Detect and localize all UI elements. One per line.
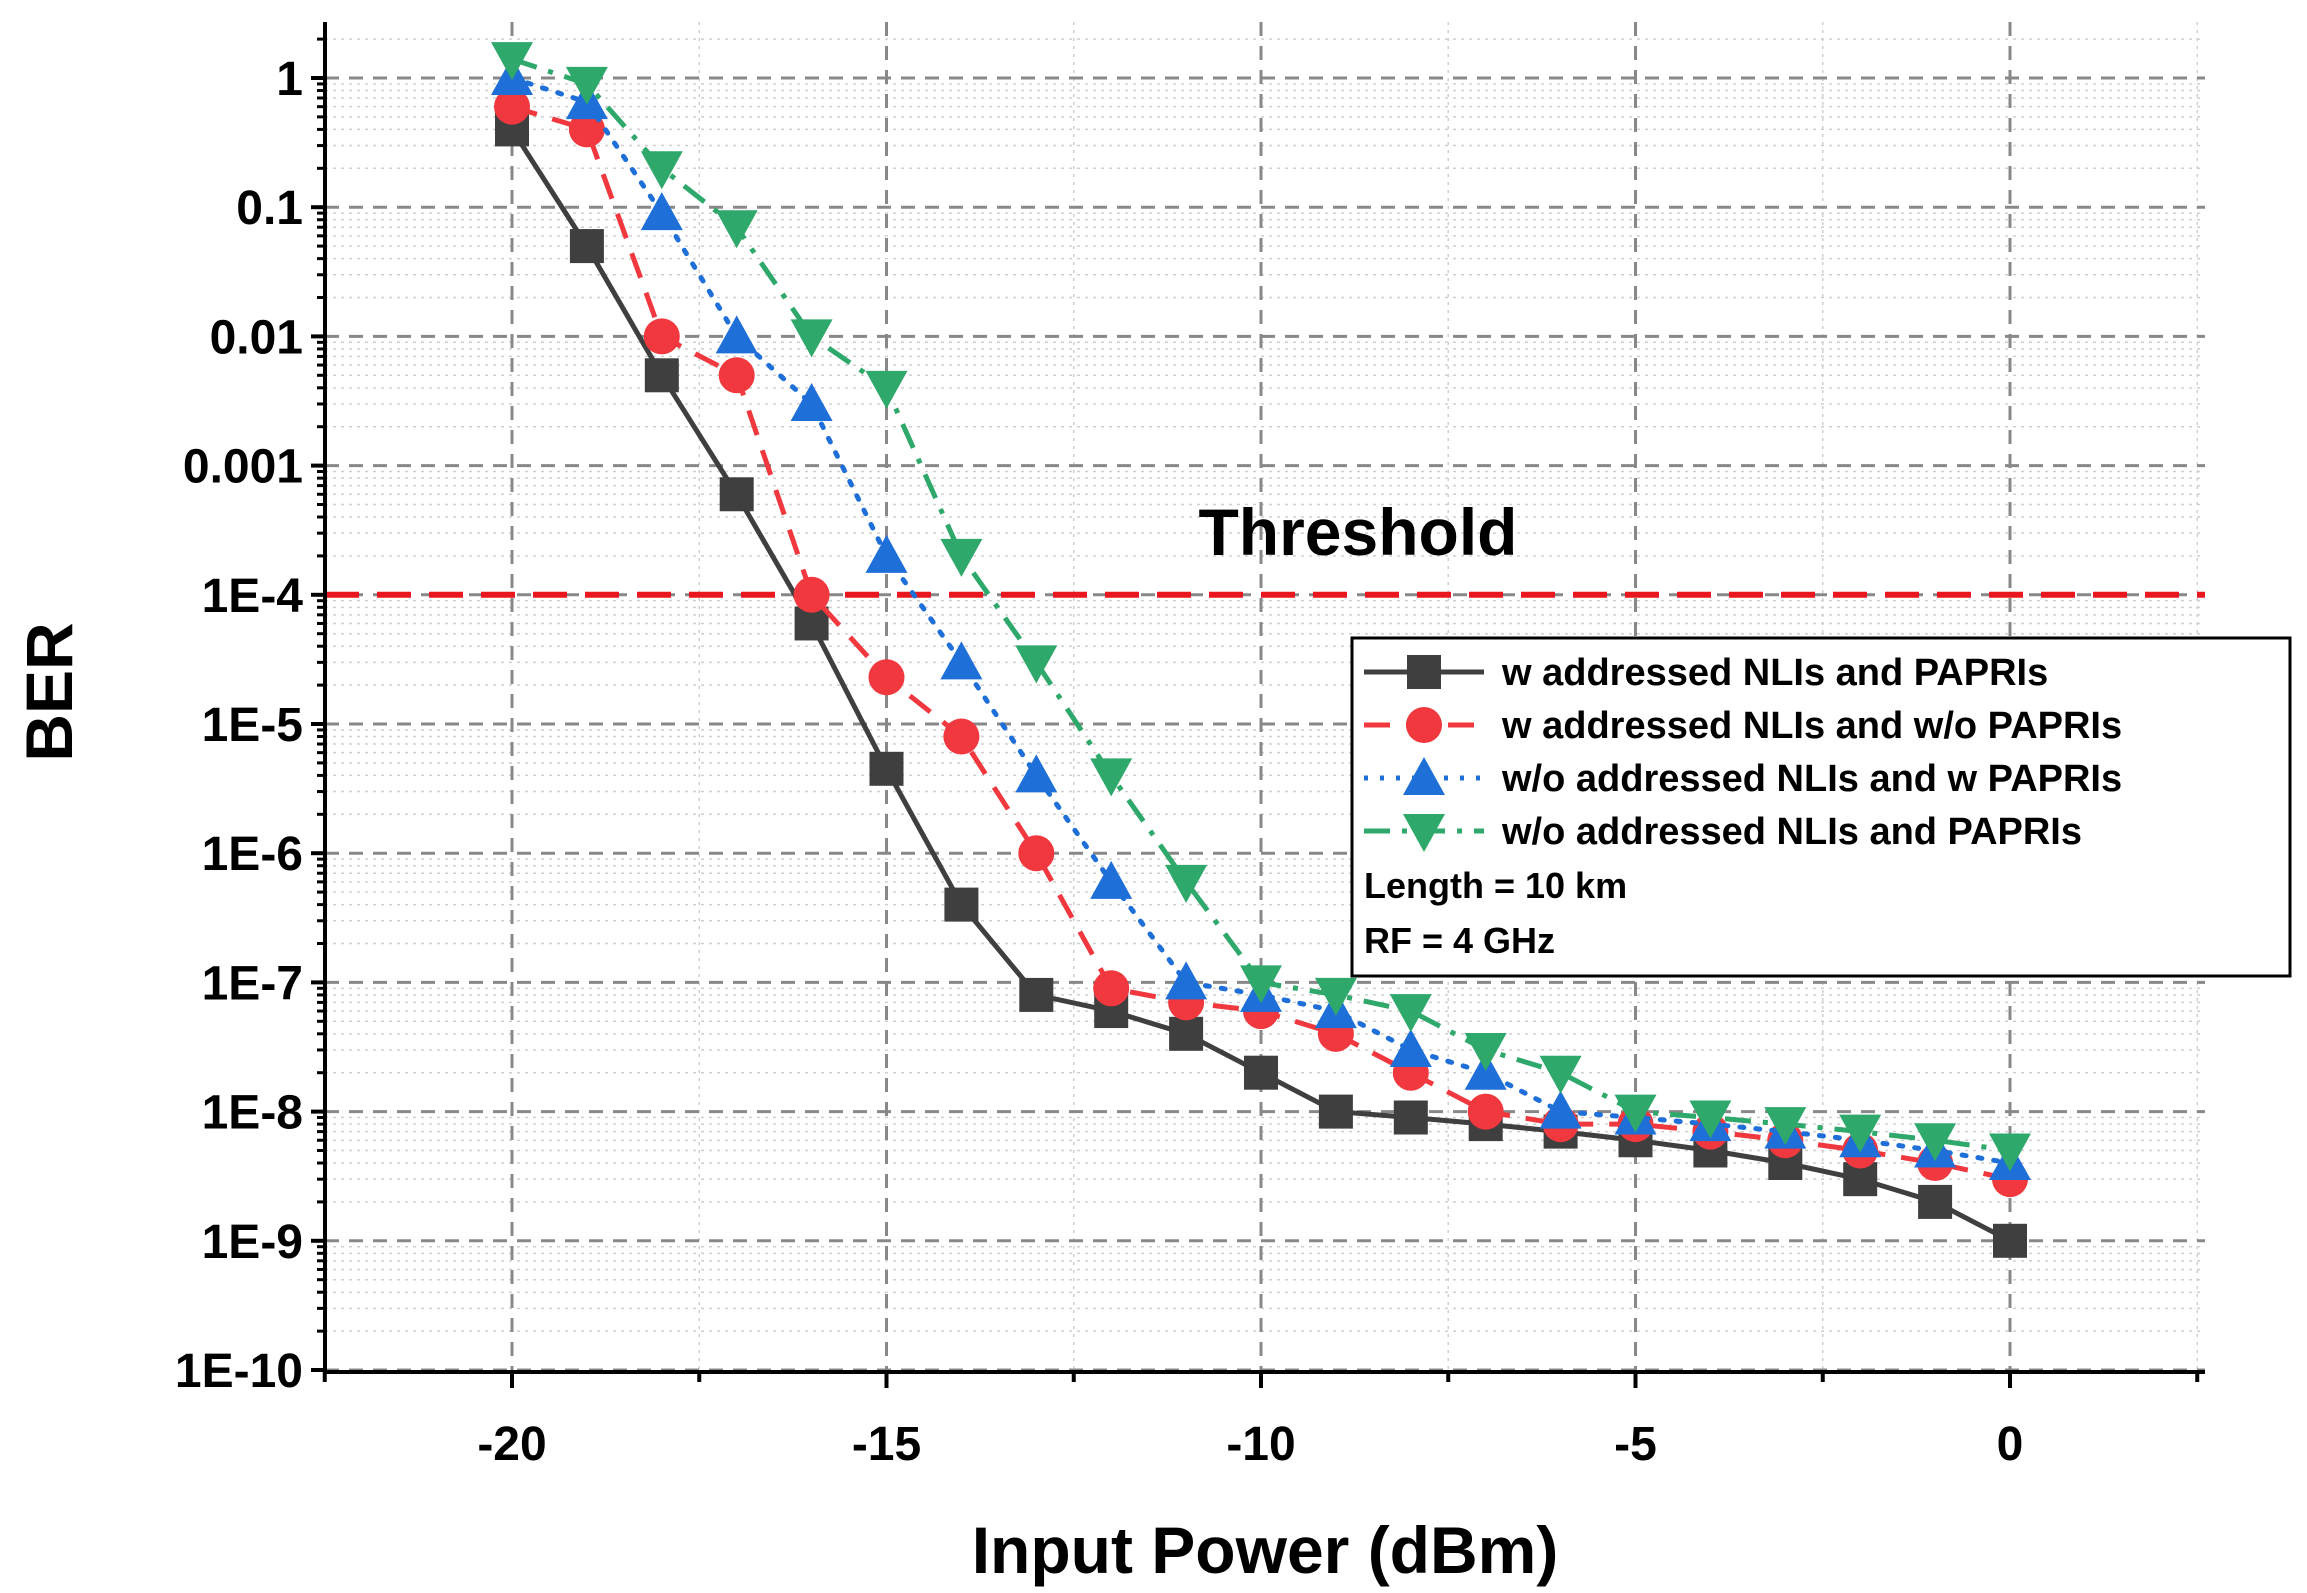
data-point [1165, 864, 1208, 903]
y-tick-label: 1E-5 [202, 699, 303, 752]
y-tick-label: 1E-6 [202, 828, 303, 881]
data-point [865, 534, 908, 573]
data-point [1914, 1123, 1957, 1162]
legend-box [1350, 636, 2292, 978]
data-point [1244, 1055, 1278, 1090]
data-point [1090, 860, 1133, 899]
data-point [1165, 961, 1208, 1000]
series-4 [491, 42, 2031, 1172]
legend-label: w/o addressed NLIs and PAPRIs [1501, 811, 2082, 853]
data-point [491, 42, 533, 81]
legend-label: w addressed NLIs and PAPRIs [1501, 652, 2048, 694]
data-point [943, 718, 980, 755]
data-point [715, 210, 758, 249]
y-tick-label: 1E-7 [202, 957, 303, 1010]
data-point [715, 315, 758, 354]
data-point [1015, 645, 1058, 684]
x-tick-label: -20 [477, 1418, 546, 1471]
legend-marker [1403, 757, 1445, 795]
data-point [790, 382, 833, 421]
data-point [1093, 970, 1130, 1007]
y-tick-label: 0.001 [183, 441, 303, 494]
data-point [1389, 1028, 1432, 1067]
data-point [869, 751, 904, 786]
data-point [568, 111, 605, 148]
series-layer [491, 42, 2031, 1258]
data-point [1918, 1184, 1953, 1219]
data-point [1018, 835, 1055, 872]
data-point [1614, 1094, 1657, 1133]
data-point [1318, 1094, 1353, 1129]
threshold-line-group: Threshold [325, 495, 2205, 598]
data-point [944, 887, 979, 922]
legend-marker [1403, 814, 1445, 852]
data-point [1090, 758, 1133, 797]
legend-label: w addressed NLIs and w/o PAPRIs [1501, 705, 2122, 747]
series-1 [495, 112, 2027, 1258]
legend: w addressed NLIs and PAPRIs w addressed N… [1350, 636, 2292, 978]
series-line [509, 75, 2013, 1166]
data-point [643, 318, 680, 355]
legend-annotation: RF = 4 GHz [1364, 920, 1555, 961]
data-point [940, 538, 983, 577]
x-tick-label: -5 [1614, 1418, 1657, 1471]
data-point [1689, 1100, 1732, 1139]
y-tick-label: 1 [276, 53, 303, 106]
data-point [565, 66, 608, 105]
x-tick-labels: -20 -15 -10 -5 0 [477, 1418, 2023, 1471]
data-point [640, 151, 683, 190]
data-point [865, 370, 908, 409]
legend-marker [1406, 707, 1442, 743]
y-tick-labels: 1 0.1 0.01 0.001 1E-4 1E-5 1E-6 1E-7 1E-8 1E-9 1E-… [175, 53, 303, 1398]
legend-item: w/o addressed NLIs and PAPRIs [1364, 811, 2082, 853]
data-point [940, 641, 983, 680]
data-point [644, 358, 679, 393]
data-point [1393, 1100, 1428, 1135]
data-point [1019, 977, 1054, 1012]
data-point [1993, 1223, 2027, 1258]
data-point [1764, 1107, 1807, 1146]
legend-annotation: Length = 10 km [1364, 865, 1627, 906]
data-point [718, 357, 755, 394]
data-point [1314, 977, 1357, 1016]
threshold-label: Threshold [1198, 495, 1517, 569]
legend-item: w addressed NLIs and PAPRIs [1364, 652, 2048, 694]
data-point [1839, 1114, 1882, 1153]
data-point [1539, 1055, 1582, 1094]
x-tick-label: -15 [852, 1418, 921, 1471]
data-point [790, 319, 833, 358]
data-point [1539, 1090, 1582, 1129]
y-tick-label: 1E-10 [175, 1345, 303, 1398]
y-tick-label: 0.1 [236, 182, 303, 235]
data-point [793, 576, 830, 613]
y-axis-title: BER [12, 622, 86, 761]
legend-item: w/o addressed NLIs and w PAPRIs [1364, 757, 2122, 800]
legend-item: w addressed NLIs and w/o PAPRIs [1364, 705, 2122, 747]
axes [311, 22, 2205, 1388]
y-tick-label: 1E-8 [202, 1087, 303, 1140]
data-point [868, 659, 905, 696]
y-tick-label: 1E-4 [202, 570, 304, 623]
data-point [640, 192, 683, 231]
x-axis-title: Input Power (dBm) [972, 1513, 1559, 1587]
y-tick-label: 0.01 [210, 311, 303, 364]
data-point [1389, 994, 1432, 1033]
data-point [719, 477, 754, 512]
data-point [1467, 1093, 1504, 1130]
data-point [1015, 754, 1058, 793]
y-tick-label: 1E-9 [202, 1216, 303, 1269]
data-point [1989, 1133, 2031, 1172]
data-point [1240, 965, 1282, 1004]
legend-marker [1407, 655, 1441, 689]
legend-label: w/o addressed NLIs and w PAPRIs [1501, 758, 2122, 800]
data-point [569, 229, 604, 264]
x-tick-label: -10 [1226, 1418, 1295, 1471]
x-tick-label: 0 [1997, 1418, 2024, 1471]
data-point [494, 88, 530, 125]
data-point [1169, 1016, 1204, 1051]
data-point [1464, 1032, 1507, 1071]
